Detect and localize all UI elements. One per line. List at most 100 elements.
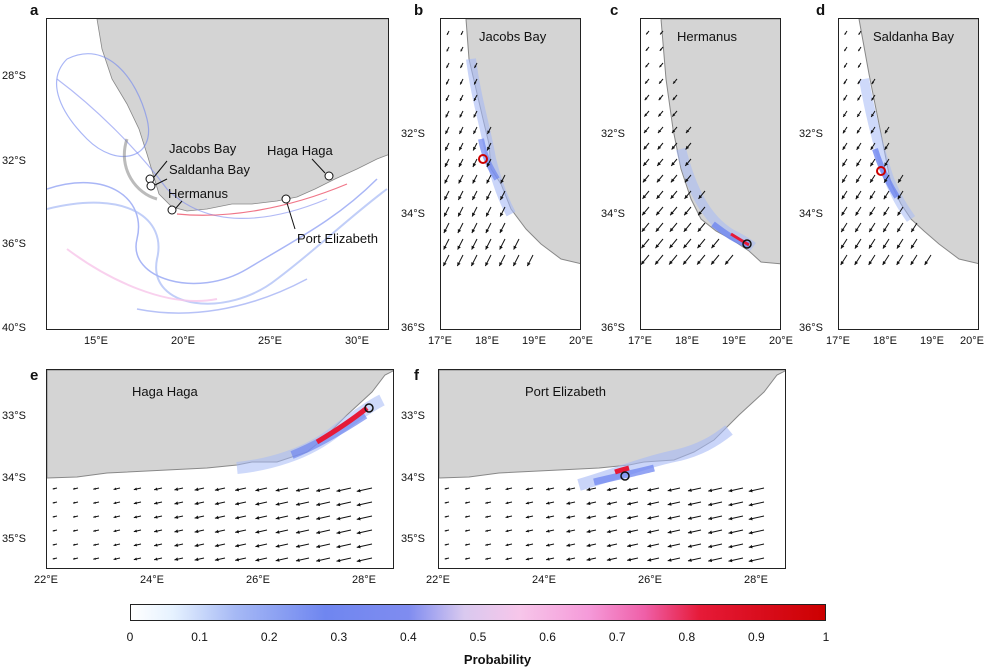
- current-vector-head: [473, 114, 477, 118]
- current-vector-head: [465, 557, 468, 560]
- current-vector-head: [505, 501, 509, 505]
- current-vector-head: [336, 544, 341, 549]
- current-vector-head: [235, 487, 240, 492]
- current-vector-head: [295, 558, 300, 562]
- current-vector-head: [841, 195, 846, 200]
- current-vector-head: [870, 162, 874, 167]
- current-vector-head: [505, 543, 509, 547]
- current-vector-head: [647, 502, 652, 506]
- zoom-map-f: [439, 370, 785, 563]
- current-vector-head: [235, 557, 240, 562]
- lon-tick: 18°E: [475, 335, 499, 347]
- current-vector-head: [728, 530, 733, 535]
- current-vector-head: [154, 543, 158, 547]
- map-panel-f: Port Elizabeth: [438, 369, 786, 569]
- current-vector-head: [214, 501, 219, 506]
- current-vector-head: [445, 114, 449, 118]
- lon-tick: 26°E: [246, 574, 270, 586]
- current-vector-head: [73, 487, 76, 490]
- current-vector-head: [255, 516, 260, 520]
- current-vector-head: [855, 195, 860, 200]
- current-vector-head: [336, 488, 341, 493]
- current-vector-head: [275, 502, 280, 506]
- current-vector-head: [882, 261, 887, 266]
- current-vector-head: [336, 516, 341, 521]
- current-vector-head: [897, 195, 902, 200]
- current-vector-head: [444, 196, 448, 201]
- current-vector-head: [684, 194, 689, 199]
- current-vector-head: [883, 228, 887, 233]
- current-vector-head: [459, 130, 463, 135]
- current-vector-head: [708, 488, 713, 493]
- current-vector-head: [472, 196, 476, 201]
- current-vector-head: [336, 530, 341, 535]
- current-vector-head: [93, 501, 96, 504]
- current-vector-head: [871, 97, 875, 101]
- current-vector-head: [486, 212, 490, 217]
- current-vector-head: [214, 515, 219, 520]
- current-vector-head: [356, 544, 361, 549]
- current-vector-head: [73, 501, 76, 504]
- current-vector-head: [336, 502, 341, 507]
- current-vector-head: [657, 145, 662, 150]
- current-vector-head: [646, 32, 649, 35]
- lon-tick: 15°E: [84, 335, 108, 347]
- current-vector-head: [460, 81, 463, 85]
- lon-tick: 22°E: [426, 574, 450, 586]
- panel-title-e: Haga Haga: [132, 384, 198, 399]
- current-vector-head: [667, 488, 672, 492]
- current-vector-head: [606, 557, 611, 562]
- current-vector-head: [499, 245, 503, 250]
- panel-title-b: Jacobs Bay: [479, 29, 547, 44]
- panel-title-d: Saldanha Bay: [873, 29, 954, 44]
- current-vector-head: [444, 557, 447, 560]
- current-vector-head: [725, 260, 729, 265]
- current-vector-head: [656, 211, 660, 216]
- lon-tick: 28°E: [744, 574, 768, 586]
- current-vector-head: [474, 81, 477, 85]
- current-vector-head: [486, 179, 490, 184]
- lon-tick: 30°E: [345, 335, 369, 347]
- lat-tick: 32°S: [601, 128, 625, 140]
- current-vector-head: [458, 179, 462, 184]
- current-vector-head: [671, 129, 676, 134]
- current-vector-head: [295, 502, 300, 506]
- current-vector-head: [473, 97, 477, 101]
- current-vector-head: [844, 48, 847, 52]
- current-vector-head: [525, 487, 530, 491]
- colorbar-tick: 0: [126, 630, 134, 644]
- current-vector-head: [566, 515, 571, 519]
- current-vector-head: [194, 557, 199, 562]
- current-vector-head: [748, 558, 753, 563]
- site-marker-haga-haga: [324, 171, 334, 181]
- current-vector-head: [275, 530, 280, 534]
- current-vector-head: [711, 260, 715, 265]
- current-vector-head: [73, 543, 76, 546]
- current-vector-head: [644, 113, 648, 117]
- current-vector-head: [295, 516, 300, 520]
- colorbar-tick: 0.1: [191, 630, 208, 644]
- current-vector-head: [671, 145, 676, 150]
- current-vector-head: [465, 529, 468, 532]
- current-vector-head: [843, 97, 847, 101]
- lon-tick: 20°E: [960, 335, 984, 347]
- current-vector-head: [275, 558, 280, 562]
- colorbar-tick: 0.6: [539, 630, 556, 644]
- lon-tick: 24°E: [140, 574, 164, 586]
- current-vector-head: [586, 543, 591, 548]
- current-vector-head: [214, 543, 219, 548]
- current-vector-head: [444, 529, 447, 532]
- current-vector-head: [316, 530, 321, 535]
- current-vector-head: [643, 162, 647, 166]
- current-vector-head: [471, 245, 475, 250]
- current-vector-head: [687, 558, 692, 562]
- current-vector-head: [658, 113, 662, 117]
- current-vector-head: [52, 557, 55, 560]
- current-vector-head: [748, 502, 753, 507]
- current-vector-head: [655, 244, 660, 249]
- site-label-haga-haga: Haga Haga: [267, 143, 333, 158]
- current-vector-head: [527, 262, 531, 267]
- current-vector-head: [627, 543, 632, 548]
- lon-tick: 20°E: [171, 335, 195, 347]
- current-vector-head: [687, 502, 692, 506]
